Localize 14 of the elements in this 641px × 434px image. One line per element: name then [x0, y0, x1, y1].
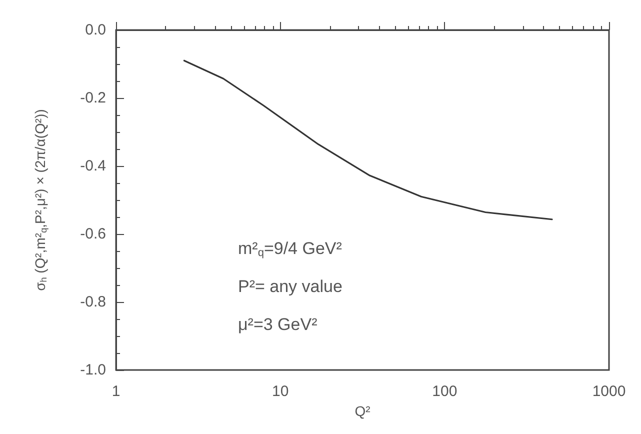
x-axis-title: Q² — [354, 403, 371, 419]
y-tick-label: -0.8 — [80, 294, 106, 310]
y-tick-label: 0.0 — [85, 22, 106, 38]
annotation: P²= any value — [238, 277, 342, 296]
y-tick-label: -0.6 — [80, 226, 106, 242]
x-tick-label: 1 — [112, 383, 120, 400]
y-tick-label: -0.2 — [80, 90, 106, 106]
y-axis-title: σh (Q²,m²q,P²,μ²) × (2π/α(Q²)) — [32, 109, 48, 291]
y-tick-label: -0.4 — [80, 158, 106, 174]
annotation: μ²=3 GeV² — [238, 315, 318, 334]
y-tick-label: -1.0 — [80, 362, 106, 378]
x-tick-label: 100 — [432, 383, 458, 400]
x-tick-label: 10 — [272, 383, 289, 400]
x-tick-label: 1000 — [592, 383, 626, 400]
